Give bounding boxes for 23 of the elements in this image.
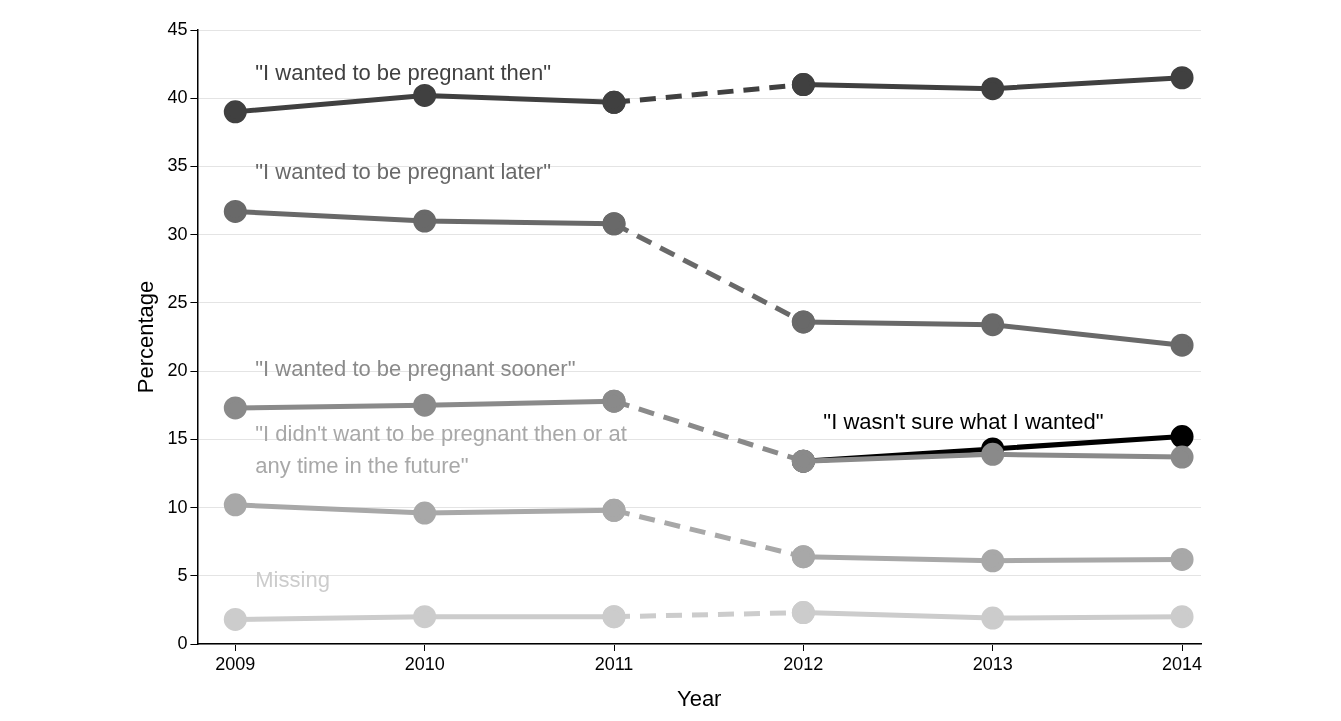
series-label: "I wanted to be pregnant sooner" <box>255 355 576 381</box>
series-label: "I wanted to be pregnant later" <box>255 159 551 185</box>
x-tick-label: 2009 <box>215 653 256 674</box>
y-tick-label: 35 <box>167 155 188 176</box>
x-tick-label: 2012 <box>783 653 824 674</box>
x-axis-title: Year <box>676 685 722 711</box>
y-tick-label: 30 <box>167 223 188 244</box>
y-tick-label: 5 <box>177 564 188 585</box>
x-tick-label: 2014 <box>1162 653 1203 674</box>
y-tick-label: 45 <box>167 18 188 39</box>
series-label: "I wanted to be pregnant then" <box>255 59 552 85</box>
series-label: "I wasn't sure what I wanted" <box>823 409 1104 435</box>
y-tick-label: 15 <box>167 428 188 449</box>
y-tick-label: 25 <box>167 291 188 312</box>
y-tick-label: 20 <box>167 360 188 381</box>
y-tick-label: 40 <box>167 87 188 108</box>
x-tick-label: 2011 <box>594 653 634 674</box>
y-axis-title: Percentage <box>133 280 159 394</box>
x-tick-label: 2013 <box>972 653 1013 674</box>
x-tick-label: 2010 <box>404 653 445 674</box>
y-tick-label: 10 <box>167 496 188 517</box>
y-tick-label: 0 <box>177 632 188 653</box>
series-label: "I didn't want to be pregnant then or at any time in the future" <box>255 420 627 478</box>
